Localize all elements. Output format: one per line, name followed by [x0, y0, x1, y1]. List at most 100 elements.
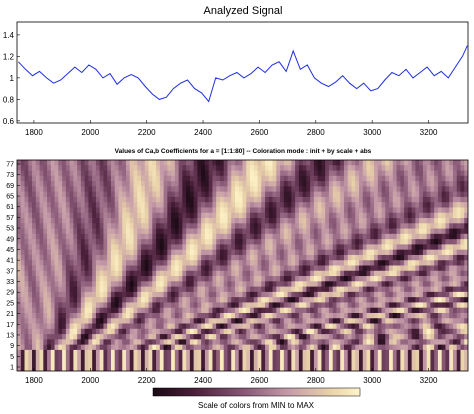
heatmap-cell	[265, 281, 270, 287]
heatmap-cell	[396, 349, 401, 356]
heatmap-cell	[268, 297, 273, 303]
heatmap-cell	[389, 318, 394, 324]
heatmap-cell	[39, 334, 44, 340]
heatmap-cell	[415, 239, 420, 245]
heatmap-cell	[370, 360, 375, 367]
heatmap-cell	[122, 334, 127, 340]
heatmap-cell	[99, 233, 104, 240]
heatmap-cell	[238, 212, 243, 219]
heatmap-cell	[362, 196, 367, 203]
heatmap-cell	[298, 291, 304, 298]
heatmap-cell	[129, 312, 134, 319]
heatmap-cell	[99, 202, 104, 208]
heatmap-cell	[355, 191, 360, 198]
heatmap-cell	[133, 191, 138, 198]
heatmap-cell	[234, 202, 240, 208]
heatmap-cell	[201, 291, 206, 298]
heatmap-cell	[370, 302, 375, 309]
heatmap-cell	[310, 334, 315, 340]
heatmap-cell	[347, 365, 352, 371]
heatmap-cell	[204, 349, 210, 356]
heatmap-cell	[460, 365, 465, 371]
heatmap-cell	[351, 297, 356, 303]
heatmap-cell	[419, 170, 424, 177]
heatmap-cell	[389, 186, 394, 193]
heatmap-cell	[133, 170, 138, 177]
heatmap-cell	[80, 244, 86, 251]
heatmap-cell	[456, 334, 461, 340]
heatmap-cell	[343, 228, 349, 235]
heatmap-cell	[223, 249, 228, 256]
heatmap-cell	[268, 344, 273, 351]
heatmap-cell	[238, 202, 243, 208]
heatmap-cell	[95, 165, 101, 171]
heatmap-cell	[223, 170, 228, 177]
heatmap-cell	[24, 181, 29, 187]
heatmap-cell	[137, 165, 142, 171]
heatmap-cell	[133, 360, 138, 367]
heatmap-cell	[73, 196, 78, 203]
heatmap-cell	[385, 334, 390, 340]
heatmap-cell	[452, 218, 458, 224]
heatmap-cell	[310, 270, 315, 277]
heatmap-cell	[17, 339, 22, 346]
heatmap-cell	[310, 312, 315, 319]
heatmap-cell	[430, 254, 435, 261]
heatmap-cell	[287, 349, 292, 356]
heatmap-cell	[261, 175, 266, 182]
heatmap-cell	[20, 244, 25, 251]
heatmap-cell	[193, 270, 198, 277]
heatmap-cell	[144, 339, 149, 346]
heatmap-cell	[186, 286, 191, 293]
heatmap-cell	[366, 244, 371, 251]
heatmap-cell	[291, 260, 296, 266]
heatmap-cell	[125, 323, 131, 330]
heatmap-cell	[464, 254, 468, 261]
heatmap-cell	[291, 334, 296, 340]
heatmap-cell	[77, 334, 82, 340]
heatmap-cell	[340, 339, 345, 346]
heatmap-cell	[302, 207, 307, 214]
heatmap-cell	[69, 212, 74, 219]
heatmap-cell	[321, 212, 326, 219]
heatmap-cell	[65, 202, 71, 208]
heatmap-cell	[411, 170, 416, 177]
heatmap-cell	[298, 360, 304, 367]
heatmap-cell	[396, 323, 401, 330]
heatmap-cell	[306, 265, 311, 272]
signal-y-tick-label: 1.4	[3, 31, 15, 40]
heatmap-cell	[129, 265, 134, 272]
heatmap-cell	[167, 207, 172, 214]
heatmap-cell	[321, 334, 326, 340]
heatmap-cell	[374, 212, 379, 219]
heatmap-cell	[39, 312, 44, 319]
heatmap-cell	[374, 244, 379, 251]
heatmap-cell	[17, 281, 22, 287]
heatmap-cell	[336, 291, 341, 298]
heatmap-cell	[366, 175, 371, 182]
heatmap-cell	[234, 223, 240, 229]
heatmap-cell	[396, 334, 401, 340]
heatmap-cell	[141, 265, 146, 272]
heatmap-cell	[39, 249, 44, 256]
heatmap-cell	[223, 191, 228, 198]
heatmap-cell	[47, 160, 52, 166]
heatmap-cell	[167, 228, 172, 235]
heatmap-cell	[265, 270, 270, 277]
heatmap-cell	[317, 265, 322, 272]
heatmap-cell	[92, 318, 97, 324]
heatmap-cell	[238, 334, 243, 340]
heatmap-cell	[441, 318, 446, 324]
heatmap-cell	[359, 186, 364, 193]
heatmap-cell	[43, 360, 48, 367]
heatmap-cell	[182, 307, 187, 314]
heatmap-cell	[332, 207, 337, 214]
heatmap-cell	[325, 344, 330, 351]
heatmap-cell	[449, 323, 454, 330]
heatmap-cell	[125, 212, 131, 219]
heatmap-cell	[268, 307, 273, 314]
heatmap-cell	[103, 297, 108, 303]
heatmap-cell	[197, 286, 202, 293]
heatmap-cell	[216, 244, 221, 251]
heatmap-cell	[17, 254, 22, 261]
